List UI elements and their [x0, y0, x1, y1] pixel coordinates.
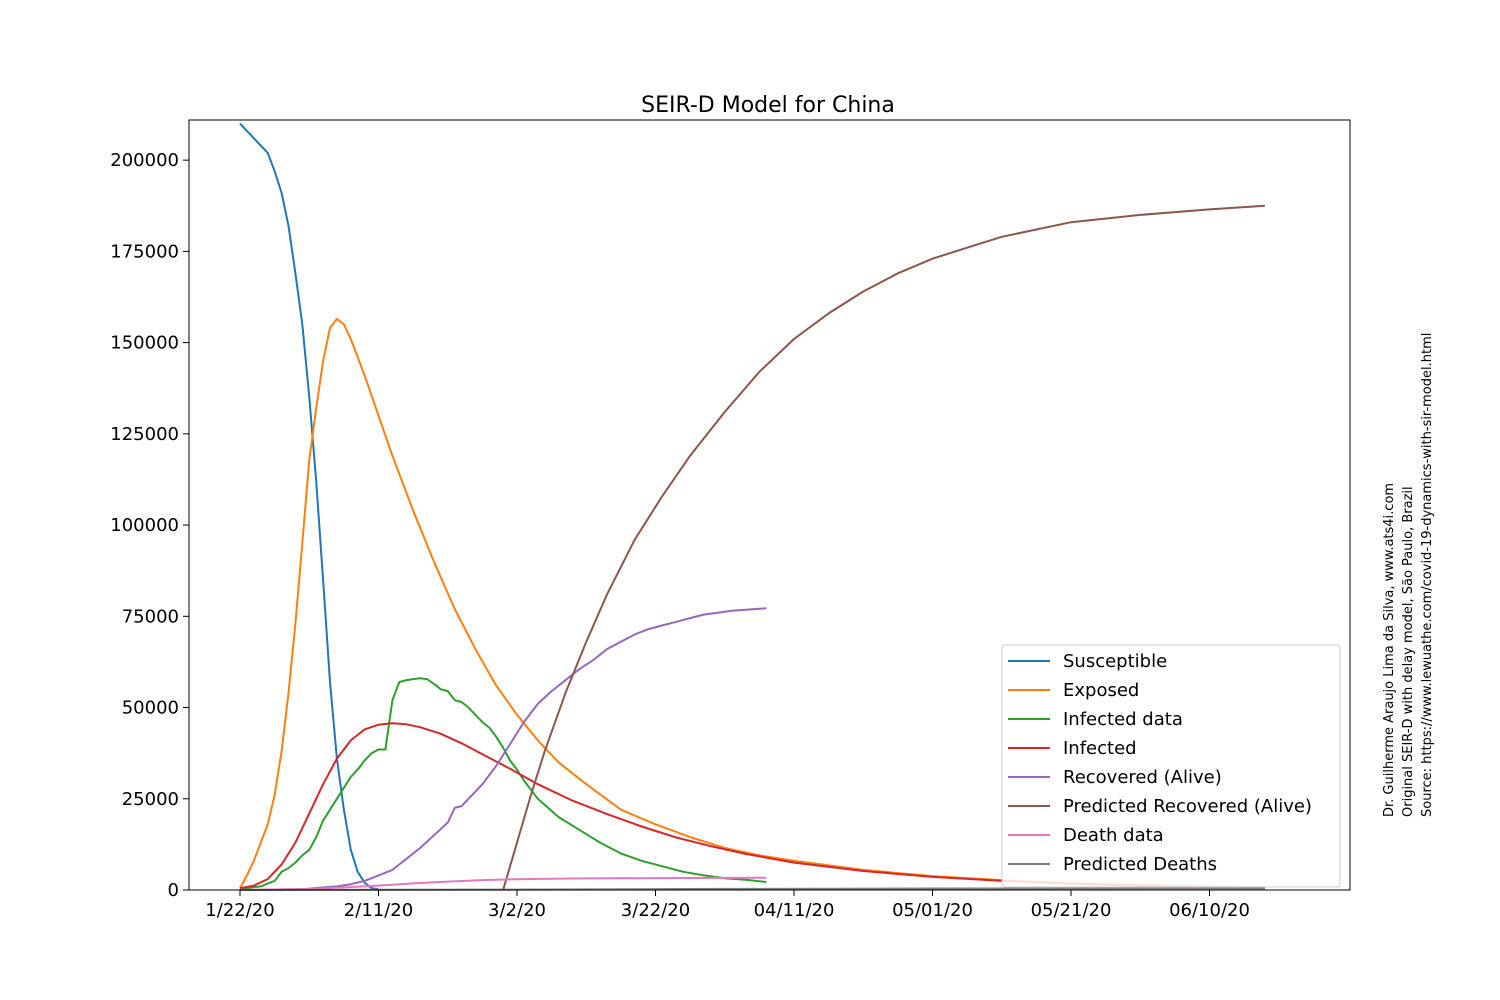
legend-label-predicted-deaths: Predicted Deaths: [1063, 854, 1217, 875]
x-tick-label: 06/10/20: [1169, 900, 1250, 921]
x-tick-label: 3/2/20: [488, 900, 546, 921]
plot-frame: [188, 119, 1351, 891]
chart-title: SEIR-D Model for China: [641, 93, 895, 118]
legend-label-death-data: Death data: [1063, 825, 1164, 846]
x-tick-label: 1/22/20: [205, 900, 274, 921]
legend-label-exposed: Exposed: [1063, 680, 1139, 701]
series-line-predicted-recovered-alive: [502, 204, 1265, 891]
legend-label-susceptible: Susceptible: [1063, 651, 1167, 672]
legend-label-infected: Infected: [1063, 738, 1137, 759]
series-line-recovered-alive: [239, 607, 767, 891]
y-tick-label: 75000: [122, 606, 179, 627]
legend-box: [1001, 644, 1341, 888]
legend-label-predicted-recovered-alive: Predicted Recovered (Alive): [1063, 796, 1312, 817]
y-tick-label: 150000: [110, 333, 179, 354]
x-axis: 1/22/20 2/11/20 3/2/20 3/22/20 04/11/20 05/01…: [205, 890, 1250, 921]
credit-line: Original SEIR-D with delay model, São Pa…: [1401, 486, 1416, 817]
y-tick-label: 50000: [122, 698, 179, 719]
series-line-susceptible: [239, 122, 379, 891]
y-tick-label: 0: [168, 880, 179, 901]
y-tick-label: 125000: [110, 424, 179, 445]
x-tick-label: 05/01/20: [892, 900, 973, 921]
y-tick-label: 175000: [110, 241, 179, 262]
y-axis: 0 25000 50000 75000 100000 125000 150000 175000…: [110, 150, 189, 901]
x-tick-label: 05/21/20: [1031, 900, 1112, 921]
credit-line: Dr. Guilherme Araujo Lima da Silva, www.…: [1382, 483, 1397, 817]
x-tick-label: 2/11/20: [344, 900, 413, 921]
legend: Susceptible Exposed Infected data Infected R…: [1001, 644, 1341, 888]
legend-label-recovered-alive: Recovered (Alive): [1063, 767, 1222, 788]
series-line-death-data: [239, 876, 767, 891]
legend-label-infected-data: Infected data: [1063, 709, 1183, 730]
y-tick-label: 25000: [122, 789, 179, 810]
credit-line: Source: https://www.lewuathe.com/covid-1…: [1420, 333, 1435, 817]
x-tick-label: 04/11/20: [754, 900, 835, 921]
series-line-exposed: [239, 317, 1265, 889]
credits: Dr. Guilherme Araujo Lima da Silva, www.…: [1382, 333, 1435, 817]
y-tick-label: 100000: [110, 515, 179, 536]
series-layer: [239, 122, 1265, 891]
series-line-infected: [239, 722, 1265, 890]
series-line-infected-data: [240, 677, 767, 890]
x-tick-label: 3/22/20: [621, 900, 690, 921]
y-tick-label: 200000: [110, 150, 179, 171]
